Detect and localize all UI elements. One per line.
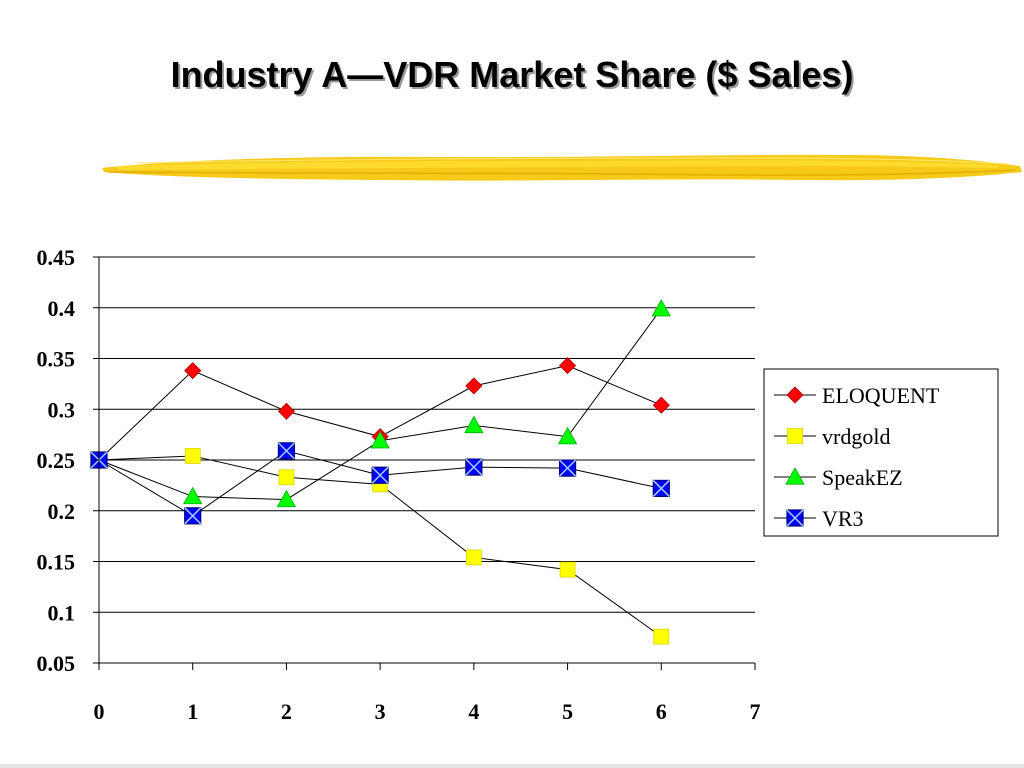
- legend-marker-vr3: [786, 509, 804, 527]
- data-point-speakez: [651, 298, 671, 317]
- data-point-speakez: [276, 489, 297, 508]
- legend: ELOQUENT vrdgold SpeakEZ VR3: [763, 368, 999, 537]
- data-point-eloquent: [277, 402, 295, 420]
- x-tick-label: 1: [187, 699, 198, 724]
- data-point-eloquent: [559, 357, 577, 375]
- marker-cross: [371, 466, 389, 484]
- data-point-vr3: [465, 458, 483, 476]
- marker-cross: [184, 507, 202, 525]
- data-point-speakez: [370, 430, 390, 449]
- data-point-vr3: [558, 459, 577, 477]
- slide-title: Industry A—VDR Market Share ($ Sales): [170, 54, 854, 95]
- y-tick-label: 0.2: [48, 499, 76, 524]
- data-point-eloquent: [465, 377, 483, 395]
- data-point-speakez: [464, 415, 484, 434]
- y-tick-label: 0.45: [37, 245, 76, 270]
- footer-divider: [0, 764, 1024, 768]
- legend-label: SpeakEZ: [822, 465, 903, 490]
- axes: 0.45 0.4 0.35 0.3 0.25 0.2 0.15 0.1 0.05 0 1 2 3 4 5 6 7: [37, 245, 761, 724]
- legend-label: vrdgold: [822, 424, 890, 449]
- data-point-speakez: [557, 426, 578, 445]
- data-point-vrdgold: [653, 628, 670, 645]
- y-tick-label: 0.1: [48, 600, 76, 625]
- marker-cross: [559, 459, 577, 477]
- data-point-vrdgold: [465, 549, 482, 566]
- legend-label: ELOQUENT: [822, 383, 940, 408]
- y-tick-label: 0.35: [37, 347, 76, 372]
- y-tick-label: 0.15: [37, 550, 76, 575]
- y-tick-label: 0.4: [48, 296, 76, 321]
- brush-stroke-decoration: [102, 154, 1022, 181]
- legend-marker-vrdgold: [787, 428, 803, 444]
- data-point-vr3: [184, 507, 202, 525]
- x-tick-label: 0: [94, 699, 105, 724]
- marker-cross: [277, 442, 295, 460]
- x-tick-label: 4: [468, 699, 479, 724]
- data-point-eloquent: [652, 396, 670, 414]
- data-point-vr3: [652, 479, 670, 498]
- legend-marker-speakez: [785, 467, 805, 485]
- marker-cross: [465, 458, 483, 476]
- y-tick-label: 0.05: [37, 651, 76, 676]
- data-point-vrdgold: [278, 469, 295, 486]
- data-point-vrdgold: [184, 448, 201, 464]
- data-point-speakez: [183, 486, 203, 505]
- x-tick-label: 3: [375, 699, 386, 724]
- marker-cross: [652, 479, 670, 497]
- data-point-vrdgold: [559, 561, 576, 578]
- series-layer: [89, 298, 671, 645]
- x-tick-label: 7: [750, 699, 761, 724]
- y-tick-label: 0.25: [37, 448, 76, 473]
- data-point-vr3: [277, 442, 296, 460]
- x-tick-label: 6: [656, 699, 667, 724]
- marker-cross: [786, 509, 804, 527]
- legend-marker-eloquent: [786, 386, 804, 404]
- data-point-eloquent: [184, 362, 202, 380]
- y-tick-label: 0.3: [48, 397, 76, 422]
- legend-box: [763, 368, 999, 537]
- x-tick-label: 2: [281, 699, 292, 724]
- x-tick-label: 5: [562, 699, 573, 724]
- legend-label: VR3: [822, 506, 864, 531]
- data-point-vr3: [371, 466, 389, 484]
